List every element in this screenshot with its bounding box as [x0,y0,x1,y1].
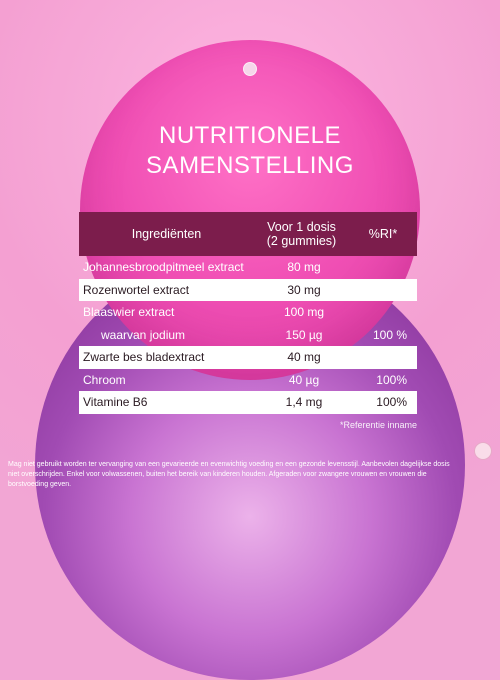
nutrition-table: Ingrediënten Voor 1 dosis (2 gummies) %R… [79,212,417,414]
row-ri: 100% [376,395,407,410]
footnote: *Referentie inname [339,420,417,430]
row-amount: 1,4 mg [285,395,323,410]
table-row: waarvan jodium 150 µg 100 % [79,324,417,347]
disclaimer-text: Mag niet gebruikt worden ter vervanging … [8,461,450,488]
header-ri: %RI* [368,227,398,241]
ornament-hanging-hole [243,62,257,76]
row-name: Zwarte bes bladextract [83,350,205,365]
row-name: Rozenwortel extract [83,282,190,297]
table-row: Chroom 40 µg 100% [79,369,417,392]
row-amount: 40 mg [287,350,321,365]
pink-ornament-ball [80,40,420,380]
table-row: Zwarte bes bladextract 40 mg [79,346,417,369]
brand-logo-icon [474,442,492,460]
row-amount: 100 mg [283,305,325,320]
row-ri: 100% [376,372,407,387]
page-title: NUTRITIONELE SAMENSTELLING [0,121,500,181]
row-name: Chroom [83,372,126,387]
row-amount: 40 µg [288,372,320,387]
header-ingredients: Ingrediënten [131,227,202,241]
row-name: Blaaswier extract [83,305,175,320]
title-line-2: SAMENSTELLING [146,152,354,179]
row-name: Vitamine B6 [83,395,148,410]
table-row: Rozenwortel extract 30 mg [79,278,417,301]
row-amount: 80 mg [287,260,321,275]
table-row: Blaaswier extract 100 mg [79,301,417,324]
row-name: Johannesbroodpitmeel extract [83,260,244,275]
table-row: Vitamine B6 1,4 mg 100% [79,391,417,414]
row-amount: 150 µg [285,327,323,342]
title-line-1: NUTRITIONELE [158,122,341,149]
table-row: Johannesbroodpitmeel extract 80 mg [79,256,417,279]
header-dose-line-2: (2 gummies) [266,234,337,248]
row-ri: 100 % [372,327,407,342]
row-name: waarvan jodium [101,327,186,342]
header-dose-line-1: Voor 1 dosis [267,220,336,234]
table-header: Ingrediënten Voor 1 dosis (2 gummies) %R… [79,212,417,256]
header-dose: Voor 1 dosis (2 gummies) [254,220,349,248]
row-amount: 30 mg [287,282,321,297]
